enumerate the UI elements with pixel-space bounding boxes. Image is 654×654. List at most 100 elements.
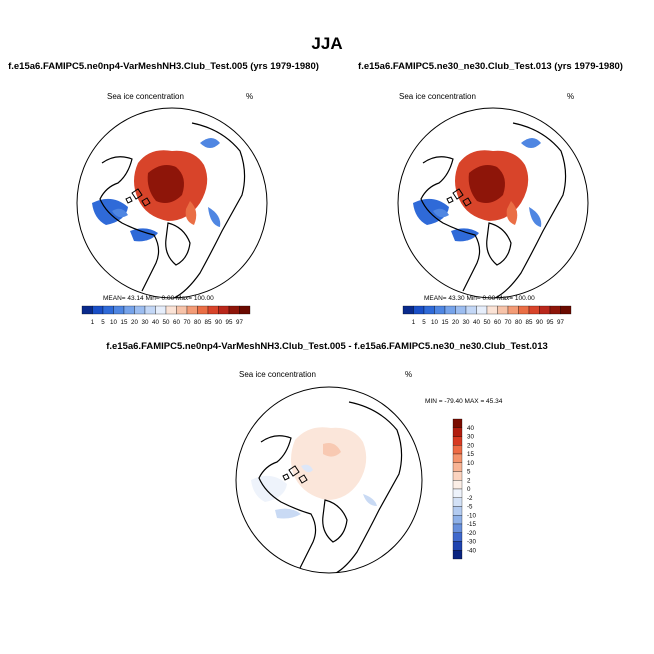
right-hudson-ice (413, 198, 449, 225)
left-baffin-ice (130, 228, 158, 242)
diff-colorbar-swatch (452, 418, 463, 428)
left-colorbar-label: 60 (173, 319, 180, 326)
right-colorbar-label: 10 (431, 319, 438, 326)
right-colorbar-label: 80 (515, 319, 522, 326)
left-colorbar-label: 15 (121, 319, 128, 326)
left-colorbar-label: 5 (101, 319, 105, 326)
right-colorbar-swatch (465, 305, 477, 315)
right-colorbar-swatch (539, 305, 551, 315)
right-colorbar-swatch (413, 305, 425, 315)
right-colorbar-label: 70 (505, 319, 512, 326)
left-coast-america (99, 156, 160, 292)
left-colorbar-label: 95 (226, 319, 233, 326)
diff-colorbar-swatch (452, 523, 463, 533)
left-colorbar-label: 97 (236, 319, 243, 326)
diff-colorbar-label: 30 (467, 434, 474, 441)
right-colorbar-label: 97 (557, 319, 564, 326)
right-colorbar-swatch (518, 305, 530, 315)
left-colorbar-swatch (134, 305, 146, 315)
left-colorbar-swatch (228, 305, 240, 315)
right-colorbar-swatch (549, 305, 561, 315)
right-colorbar-swatch (434, 305, 446, 315)
diff-positive-patch (323, 443, 341, 457)
diff-hudson-region (251, 475, 287, 502)
diff-colorbar-swatch (452, 462, 463, 472)
right-colorbar-swatch (507, 305, 519, 315)
diff-colorbar-label: -20 (467, 530, 477, 537)
right-colorbar-label: 50 (484, 319, 491, 326)
left-colorbar-swatch (186, 305, 198, 315)
left-hudson-ice (92, 198, 128, 225)
right-colorbar-swatch (423, 305, 435, 315)
left-colorbar-swatch (113, 305, 125, 315)
right-stats: MEAN= 43.30 Min= 0.00 Max= 100.00 (424, 295, 535, 302)
left-colorbar-label: 50 (163, 319, 170, 326)
diff-colorbar-swatch (452, 515, 463, 525)
diff-coast-america (258, 435, 317, 571)
left-coast-greenland (165, 222, 191, 266)
diff-colorbar-label: 20 (467, 442, 474, 449)
right-colorbar-swatch (455, 305, 467, 315)
left-greenland-ice (185, 201, 197, 225)
diff-central-region (291, 427, 367, 500)
left-colorbar-swatch (207, 305, 219, 315)
left-colorbar-label: 30 (142, 319, 149, 326)
diff-colorbar-swatch (452, 453, 463, 463)
right-colorbar-label: 1 (412, 319, 416, 326)
diff-colorbar-label: -15 (467, 521, 477, 528)
left-colorbar: 1 5 10 15 20 30 40 50 60 70 80 85 90 95 97 (81, 305, 251, 326)
diff-panel-title: f.e15a6.FAMIPC5.ne0np4-VarMeshNH3.Club_T… (106, 341, 548, 352)
left-stats: MEAN= 43.14 Min= 0.00 Max= 100.00 (103, 295, 214, 302)
left-colorbar-label: 1 (91, 319, 95, 326)
diff-edge-negative-2 (363, 494, 377, 506)
diff-colorbar-swatch (452, 445, 463, 455)
left-colorbar-label: 85 (205, 319, 212, 326)
right-units-label: % (567, 92, 575, 101)
right-coast-america (420, 156, 481, 292)
right-barents-ice (529, 207, 542, 227)
right-colorbar-swatch (476, 305, 488, 315)
right-colorbar-label: 95 (547, 319, 554, 326)
left-colorbar-label: 40 (152, 319, 159, 326)
right-colorbar-label: 40 (473, 319, 480, 326)
right-colorbar-label: 30 (463, 319, 470, 326)
diff-colorbar-label: 40 (467, 425, 474, 432)
diff-colorbar-swatch (452, 532, 463, 542)
right-core-ice (468, 165, 505, 203)
diff-variable-label: Sea ice concentration (239, 370, 316, 379)
right-colorbar-label: 20 (452, 319, 459, 326)
left-okhotsk-ice (200, 138, 220, 148)
left-colorbar-label: 10 (110, 319, 117, 326)
diff-colorbar-swatch (452, 471, 463, 481)
left-colorbar-swatch (155, 305, 167, 315)
right-colorbar-label: 85 (526, 319, 533, 326)
left-core-ice (147, 165, 184, 203)
left-variable-label: Sea ice concentration (107, 92, 184, 101)
right-baffin-ice (451, 228, 479, 242)
right-colorbar: 1 5 10 15 20 30 40 50 60 70 80 85 90 95 97 (402, 305, 572, 326)
left-colorbar-swatch (92, 305, 104, 315)
diff-islands (282, 465, 308, 484)
page-title: JJA (311, 34, 343, 53)
diff-colorbar-label: -40 (467, 547, 477, 554)
left-hudson-ice-2 (112, 208, 128, 218)
diff-colorbar-label: 2 (467, 477, 471, 484)
left-colorbar-label: 90 (215, 319, 222, 326)
right-colorbar-label: 15 (442, 319, 449, 326)
left-islands (125, 188, 151, 207)
right-greenland-ice (506, 201, 518, 225)
right-okhotsk-ice (521, 138, 541, 148)
left-coast-eurasia (171, 122, 246, 298)
diff-colorbar-label: 15 (467, 451, 474, 458)
diff-colorbar-swatch (452, 506, 463, 516)
diff-stats: MIN = -79.40 MAX = 45.34 (425, 398, 503, 405)
diff-colorbar-label: -10 (467, 512, 477, 519)
left-colorbar-swatch (218, 305, 230, 315)
right-colorbar-label: 60 (494, 319, 501, 326)
right-colorbar-swatch (444, 305, 456, 315)
left-polar-map (76, 107, 268, 299)
right-colorbar-label: 5 (422, 319, 426, 326)
left-colorbar-swatch (165, 305, 177, 315)
right-hudson-ice-2 (433, 208, 449, 218)
